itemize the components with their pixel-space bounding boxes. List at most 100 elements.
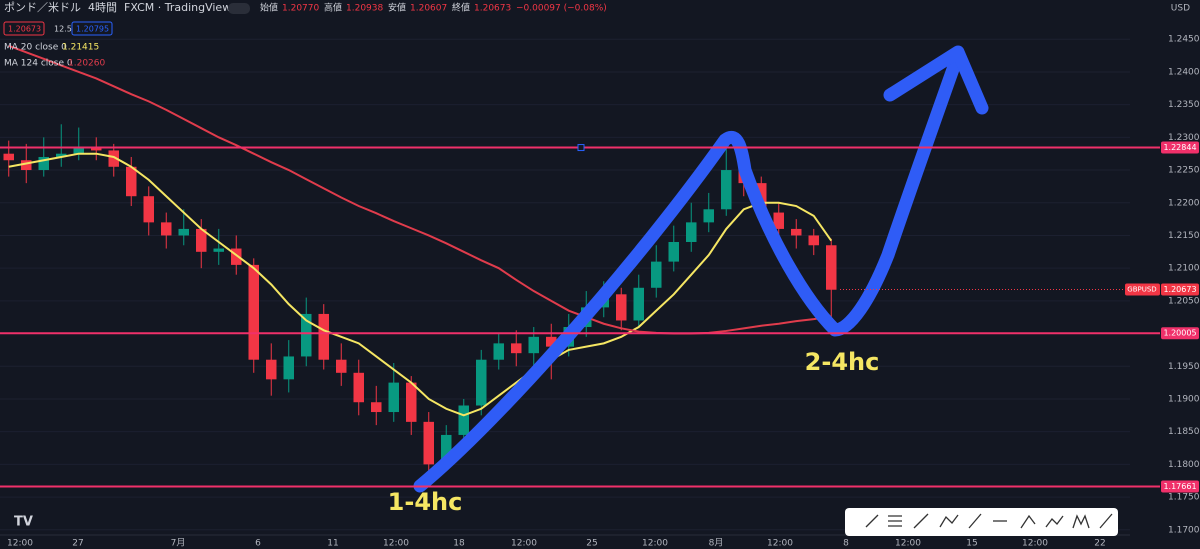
y-tick-label: 1.18000 <box>1168 460 1200 470</box>
y-tick-label: 1.17000 <box>1168 525 1200 535</box>
candle-body <box>91 147 102 151</box>
ohlc-label: 高値 <box>324 2 342 14</box>
y-tick-label: 1.17500 <box>1168 493 1200 503</box>
ohlc-value: 1.20607 <box>410 4 447 14</box>
last-price-tag <box>1161 283 1199 296</box>
candle-body <box>458 405 469 435</box>
y-tick-label: 1.24000 <box>1168 67 1200 77</box>
plot <box>0 38 1130 531</box>
ohlc-value: 1.20770 <box>282 4 319 14</box>
level-label: 1.22844 <box>1163 143 1196 152</box>
x-tick-label: 7月 <box>171 538 186 549</box>
y-tick-label: 1.19000 <box>1168 394 1200 404</box>
candle-body <box>773 212 784 229</box>
candle-body <box>3 153 14 161</box>
y-tick-label: 1.22000 <box>1168 198 1200 208</box>
candle-body <box>476 359 487 406</box>
candle-body <box>283 356 294 380</box>
candle-body <box>126 166 137 197</box>
last-price-name: GBPUSD <box>1127 286 1156 294</box>
candle-body <box>73 147 84 154</box>
candle-body <box>721 170 732 210</box>
currency: USD <box>1171 4 1190 14</box>
level-tag <box>1161 327 1199 340</box>
candle-body <box>301 313 312 357</box>
x-tick-label: 27 <box>72 539 83 549</box>
x-tick-label: 11 <box>327 539 338 549</box>
level-label: 1.20005 <box>1163 329 1196 338</box>
price-axis-bg <box>1130 0 1200 549</box>
candle-body <box>318 313 329 360</box>
candle-body <box>651 261 662 288</box>
x-tick-label: 15 <box>966 539 977 549</box>
y-tick-label: 1.20500 <box>1168 296 1200 306</box>
candle-body <box>371 402 382 413</box>
x-tick-label: 25 <box>586 539 597 549</box>
symbol: ポンド／米ドル <box>4 1 81 14</box>
candle-body <box>388 382 399 413</box>
logo: TV <box>14 515 33 530</box>
level-tag <box>1161 480 1199 493</box>
x-tick-label: 12:00 <box>383 539 409 549</box>
x-tick-label: 6 <box>255 539 261 549</box>
level-tag <box>1161 141 1199 154</box>
x-tick-label: 8月 <box>709 538 724 549</box>
candle-body <box>423 421 434 465</box>
quote-value: 12.5 <box>54 25 72 34</box>
change: −0.00097 (−0.08%) <box>516 4 607 14</box>
candle-body <box>808 235 819 246</box>
ohlc-value: 1.20673 <box>474 4 511 14</box>
candle-body <box>633 287 644 321</box>
annotation: 1-4hc <box>388 488 463 516</box>
drawing-arrow <box>413 45 989 493</box>
x-tick-label: 12:00 <box>767 539 793 549</box>
ohlc-legend: MA 20 close 01.21415 MA 124 close 01.2026… <box>3 2 607 69</box>
y-tick-label: 1.21500 <box>1168 231 1200 241</box>
interval: 4時間 <box>88 1 117 14</box>
candle-body <box>493 343 504 360</box>
candle-body <box>546 336 557 347</box>
level-label: 1.17661 <box>1163 482 1196 491</box>
candle-body <box>38 156 49 171</box>
candle-body <box>108 150 119 167</box>
x-tick-label: 8 <box>843 539 849 549</box>
y-tick-label: 1.23500 <box>1168 100 1200 110</box>
candle-body <box>196 228 207 252</box>
ma-name: MA 124 close 0 <box>4 59 73 69</box>
level-handle <box>577 144 585 152</box>
toggle[interactable] <box>228 3 250 14</box>
toolbar-icons <box>865 513 1113 529</box>
candle-body <box>143 196 154 223</box>
candle-body <box>161 222 172 236</box>
toolbar <box>845 508 1118 536</box>
ma-line <box>8 152 833 417</box>
candle-body <box>686 222 697 242</box>
quote-value: 1.20795 <box>76 25 109 34</box>
y-tick-label: 1.18500 <box>1168 427 1200 437</box>
ohlc-label: 安値 <box>388 2 406 14</box>
x-tick-label: 22 <box>1094 539 1105 549</box>
arrow-head <box>883 45 989 115</box>
quote-value: 1.20673 <box>8 25 41 34</box>
x-tick-label: 12:00 <box>7 539 33 549</box>
candle-body <box>528 336 539 354</box>
candle-body <box>336 359 347 373</box>
last-price-label: 1.20673 <box>1163 285 1196 294</box>
candle-body <box>178 228 189 236</box>
toolbar-bg <box>845 508 1118 536</box>
source: FXCM · TradingView <box>124 1 231 14</box>
annotation: 2-4hc <box>805 348 880 376</box>
ma-last: 1.20260 <box>68 59 105 69</box>
candle-body <box>248 264 259 360</box>
y-tick-label: 1.19500 <box>1168 362 1200 372</box>
candle-body <box>56 153 67 157</box>
ohlc-value: 1.20938 <box>346 4 383 14</box>
ohlc-label: 始値 <box>260 2 278 14</box>
candle-body <box>668 241 679 262</box>
y-tick-label: 1.24500 <box>1168 35 1200 45</box>
candle-body <box>791 228 802 236</box>
ma-name: MA 20 close 0 <box>4 43 67 53</box>
x-tick-label: 12:00 <box>1022 539 1048 549</box>
